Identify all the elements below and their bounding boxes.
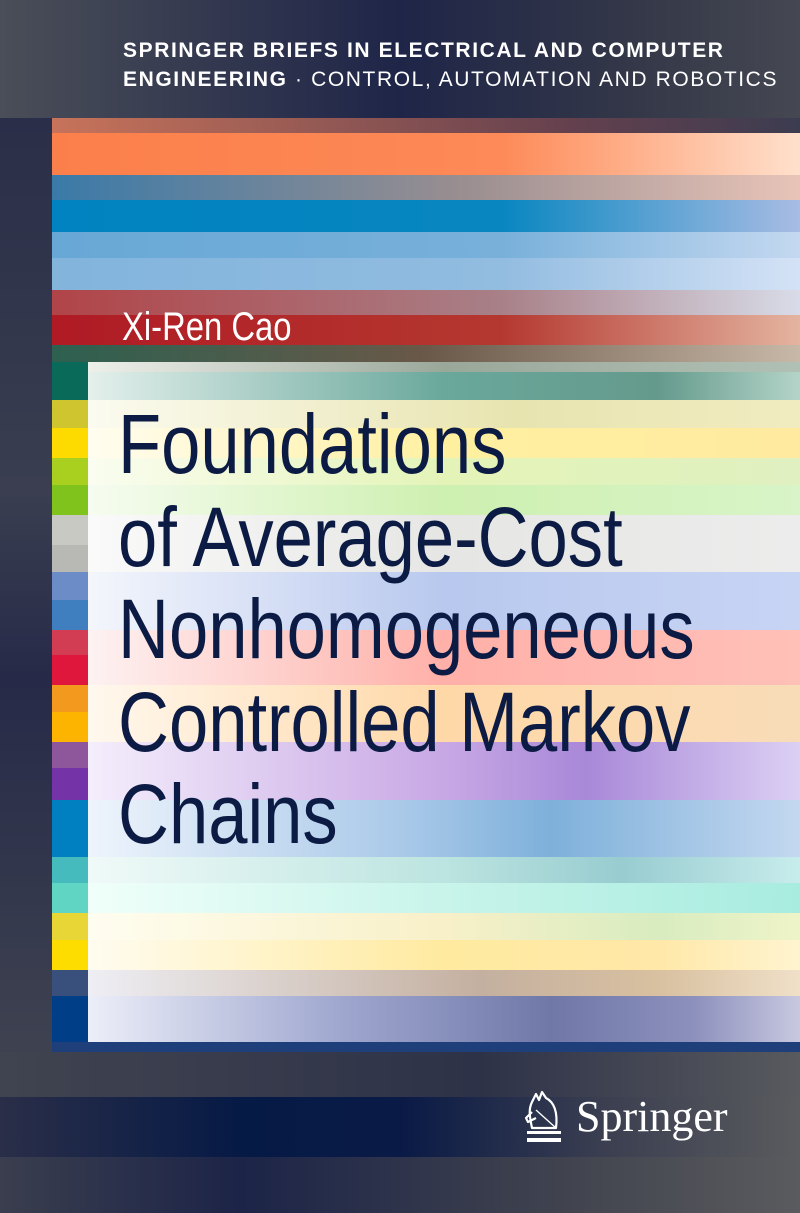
stripe (88, 400, 800, 428)
color-frame (52, 118, 800, 1052)
series-line-2-bold: ENGINEERING (123, 68, 288, 91)
stripe (52, 742, 88, 768)
background-band (0, 1052, 800, 1097)
stripe (88, 428, 800, 458)
stripe (88, 742, 800, 800)
stripe (52, 515, 88, 545)
stripe (88, 372, 800, 400)
series-title: SPRINGER BRIEFS IN ELECTRICAL AND COMPUT… (123, 36, 778, 94)
stripe (52, 913, 88, 940)
stripe (52, 133, 800, 175)
stripe (88, 685, 800, 742)
stripe (52, 600, 88, 630)
stripe (52, 232, 800, 258)
series-line-1: SPRINGER BRIEFS IN ELECTRICAL AND COMPUT… (123, 39, 725, 62)
stripe (52, 400, 88, 428)
stripe (52, 712, 88, 742)
stripe (88, 857, 800, 883)
stripe (52, 485, 88, 515)
stripe (88, 630, 800, 685)
title-line: of Average-Cost (118, 489, 623, 584)
publisher-logo: Springer (522, 1088, 728, 1144)
stripe (88, 883, 800, 913)
publisher-name: Springer (576, 1091, 728, 1141)
stripe (52, 630, 88, 655)
stripe (52, 315, 800, 345)
title-line: Chains (118, 767, 338, 861)
stripe (88, 913, 800, 940)
author-name: Xi-Ren Cao (122, 305, 292, 349)
stripe (52, 362, 88, 400)
stripe (88, 458, 800, 485)
background-band (0, 1157, 800, 1213)
stripe (88, 515, 800, 572)
stripe (52, 685, 88, 712)
stripe (52, 655, 88, 685)
stripe (52, 458, 88, 485)
stripe (52, 290, 800, 315)
title-line: Controlled Markov (118, 674, 691, 769)
stripe (52, 118, 800, 133)
stripe (52, 175, 800, 200)
stripe (52, 970, 88, 996)
series-line-2-rest: · CONTROL, AUTOMATION AND ROBOTICS (287, 68, 779, 91)
background-band (0, 1097, 800, 1157)
stripe (88, 572, 800, 630)
stripe (88, 970, 800, 996)
stripe (52, 800, 88, 857)
stripe (88, 940, 800, 970)
stripe (88, 485, 800, 515)
stripe (52, 883, 88, 913)
background-band (0, 0, 800, 118)
knight-horse-icon (524, 1090, 561, 1142)
stripe (52, 258, 800, 290)
stripe (52, 857, 88, 883)
stripe (88, 996, 800, 1042)
stripe (88, 362, 800, 372)
stripe (52, 545, 88, 572)
title-panel (88, 362, 800, 1042)
stripe (52, 768, 88, 800)
book-title: Foundations of Average-Cost Nonhomogeneo… (118, 398, 695, 861)
stripe (52, 345, 800, 362)
stripe (52, 940, 88, 970)
stripe (52, 428, 88, 458)
stripe (52, 572, 88, 600)
title-line: Nonhomogeneous (118, 582, 695, 676)
stripe (52, 200, 800, 232)
stripe (88, 800, 800, 857)
stripe (52, 996, 88, 1042)
title-line: Foundations (118, 397, 507, 491)
